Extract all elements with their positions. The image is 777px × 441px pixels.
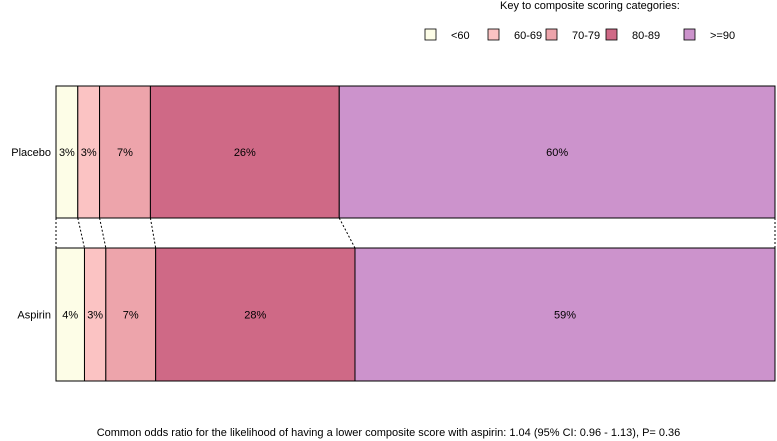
data-label: 4% bbox=[62, 310, 78, 322]
bar-segment bbox=[55, 247, 85, 382]
legend-label: 80-89 bbox=[632, 30, 660, 42]
connector-line bbox=[77, 217, 85, 249]
bar-segment bbox=[149, 85, 340, 219]
legend-swatch bbox=[487, 28, 500, 41]
bar-segment bbox=[105, 247, 157, 382]
bar-segment bbox=[155, 247, 356, 382]
data-label: 7% bbox=[117, 147, 133, 159]
category-label: Placebo bbox=[11, 147, 51, 159]
connector-line bbox=[338, 217, 356, 249]
data-label: 59% bbox=[554, 310, 576, 322]
data-label: 60% bbox=[546, 147, 568, 159]
legend-swatch bbox=[545, 28, 558, 41]
category-label: Aspirin bbox=[17, 310, 51, 322]
legend-swatch bbox=[605, 28, 618, 41]
data-label: 28% bbox=[244, 310, 266, 322]
connector-line bbox=[149, 217, 157, 249]
connector-line bbox=[99, 217, 107, 249]
footnote: Common odds ratio for the likelihood of … bbox=[96, 427, 681, 439]
legend-label: 60-69 bbox=[514, 30, 542, 42]
legend-title: Key to composite scoring categories: bbox=[500, 0, 680, 12]
data-label: 3% bbox=[59, 147, 75, 159]
bar-segment bbox=[354, 247, 776, 382]
bar-segment bbox=[338, 85, 776, 219]
data-label: 7% bbox=[123, 310, 139, 322]
legend-swatch bbox=[683, 28, 696, 41]
data-label: 26% bbox=[234, 147, 256, 159]
data-label: 3% bbox=[81, 147, 97, 159]
data-label: 3% bbox=[87, 310, 103, 322]
legend-label: <60 bbox=[451, 30, 470, 42]
legend-label: 70-79 bbox=[572, 30, 600, 42]
legend-swatch bbox=[424, 28, 437, 41]
legend-label: >=90 bbox=[710, 30, 735, 42]
